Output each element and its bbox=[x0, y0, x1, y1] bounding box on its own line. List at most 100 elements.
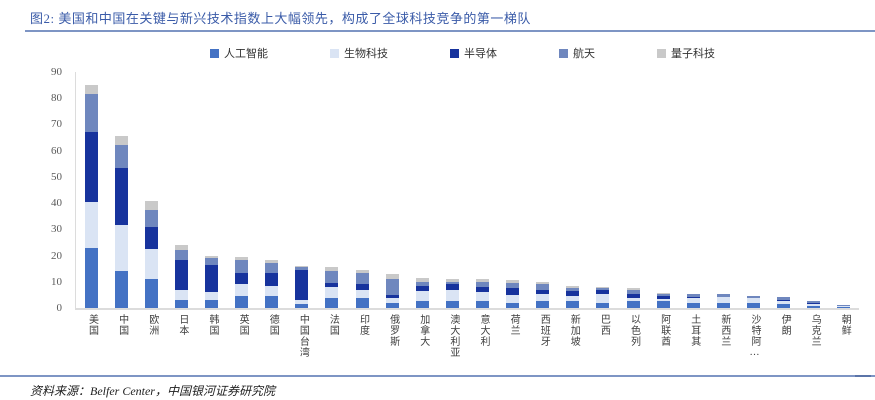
y-tick-label: 60 bbox=[51, 144, 62, 157]
bar-日本 bbox=[174, 245, 188, 308]
x-axis-label: 新西兰 bbox=[718, 314, 730, 347]
bottom-divider-end bbox=[855, 375, 871, 377]
bar-segment bbox=[536, 293, 550, 302]
bar-澳大利亚 bbox=[445, 279, 459, 308]
bar-segment bbox=[235, 296, 249, 308]
bar-segment bbox=[174, 300, 188, 308]
bar-segment bbox=[536, 284, 550, 290]
bar-segment bbox=[536, 289, 550, 294]
bar-segment bbox=[656, 298, 670, 302]
x-axis-label: 荷兰 bbox=[508, 314, 520, 336]
bar-segment bbox=[445, 289, 459, 302]
y-tick-label: 20 bbox=[51, 249, 62, 262]
bar-segment bbox=[596, 289, 610, 294]
bar-segment bbox=[84, 247, 98, 308]
bar-segment bbox=[626, 297, 640, 302]
bar-segment bbox=[536, 281, 550, 285]
bar-segment bbox=[174, 250, 188, 260]
bar-segment bbox=[114, 167, 128, 226]
x-axis-label: 中国 bbox=[116, 314, 128, 336]
bar-segment bbox=[807, 303, 821, 304]
bar-segment bbox=[536, 301, 550, 308]
legend-item-3: 航天 bbox=[559, 45, 595, 61]
bar-segment bbox=[114, 136, 128, 146]
bar-土耳其 bbox=[686, 294, 700, 308]
bar-segment bbox=[445, 281, 459, 285]
bar-segment bbox=[265, 285, 279, 297]
bar-segment bbox=[84, 132, 98, 202]
bar-segment bbox=[295, 266, 309, 268]
bar-segment bbox=[415, 277, 429, 282]
bar-segment bbox=[716, 294, 730, 297]
legend-swatch-icon bbox=[450, 48, 459, 58]
bar-segment bbox=[235, 256, 249, 260]
bar-segment bbox=[114, 271, 128, 308]
y-tick-label: 70 bbox=[51, 118, 62, 131]
bar-印度 bbox=[355, 270, 369, 308]
y-tick-label: 80 bbox=[51, 92, 62, 105]
legend-label: 半导体 bbox=[464, 48, 497, 60]
y-tick-label: 40 bbox=[51, 197, 62, 210]
bar-segment bbox=[656, 293, 670, 295]
x-axis-label: 沙特阿… bbox=[748, 314, 760, 359]
legend-swatch-icon bbox=[210, 48, 219, 58]
bar-乌克兰 bbox=[807, 301, 821, 308]
bar-segment bbox=[807, 301, 821, 304]
bar-segment bbox=[506, 283, 520, 289]
bar-segment bbox=[84, 85, 98, 95]
y-tick-label: 90 bbox=[51, 66, 62, 78]
x-axis-label: 澳大利亚 bbox=[447, 314, 459, 358]
legend-swatch-icon bbox=[657, 48, 666, 58]
bar-segment bbox=[716, 297, 730, 304]
bar-segment bbox=[235, 272, 249, 285]
bar-segment bbox=[566, 288, 580, 291]
bar-segment bbox=[265, 259, 279, 264]
bar-segment bbox=[415, 301, 429, 308]
bar-segment bbox=[325, 297, 339, 308]
bar-segment bbox=[475, 279, 489, 282]
bar-segment bbox=[84, 94, 98, 133]
bar-segment bbox=[686, 297, 700, 303]
bar-阿联酋 bbox=[656, 293, 670, 308]
bar-segment bbox=[837, 306, 851, 308]
title-divider bbox=[25, 30, 875, 32]
bar-segment bbox=[355, 270, 369, 273]
bar-segment bbox=[445, 279, 459, 282]
y-tick-label: 0 bbox=[56, 302, 63, 314]
x-axis-label: 以色列 bbox=[628, 314, 640, 347]
bar-segment bbox=[475, 287, 489, 293]
bar-荷兰 bbox=[506, 279, 520, 308]
bar-巴西 bbox=[596, 286, 610, 308]
bar-segment bbox=[204, 300, 218, 308]
legend-label: 航天 bbox=[573, 48, 595, 60]
bar-加拿大 bbox=[415, 277, 429, 308]
legend-label: 量子科技 bbox=[671, 48, 715, 60]
bar-伊朗 bbox=[777, 297, 791, 308]
bar-segment bbox=[686, 294, 700, 298]
bar-segment bbox=[656, 301, 670, 308]
x-axis-label: 意大利 bbox=[477, 314, 489, 347]
bar-segment bbox=[295, 300, 309, 305]
bar-segment bbox=[415, 290, 429, 302]
y-tick-label: 50 bbox=[51, 170, 62, 183]
bar-segment bbox=[506, 279, 520, 284]
bar-沙特阿… bbox=[746, 295, 760, 308]
bar-以色列 bbox=[626, 288, 640, 308]
x-axis-label: 韩国 bbox=[206, 314, 218, 336]
x-axis-label: 美国 bbox=[86, 314, 98, 336]
bar-segment bbox=[656, 294, 670, 297]
bar-segment bbox=[235, 259, 249, 273]
bar-德国 bbox=[265, 259, 279, 308]
x-axis-label: 中国台湾 bbox=[297, 314, 309, 358]
bar-segment bbox=[415, 281, 429, 286]
bar-segment bbox=[144, 226, 158, 250]
x-axis: 美国 中国 欧洲 日本 韩国 英国 德国 中国台湾 法国 印度 俄罗斯 加拿大 澳大利亚 意大利 荷兰 西班牙… bbox=[75, 314, 858, 359]
bar-英国 bbox=[235, 256, 249, 308]
bar-segment bbox=[475, 281, 489, 288]
bar-segment bbox=[596, 302, 610, 308]
bar-segment bbox=[385, 273, 399, 280]
bar-segment bbox=[686, 297, 700, 298]
x-axis-label: 加拿大 bbox=[417, 314, 429, 347]
bar-segment bbox=[626, 293, 640, 298]
y-tick-label: 10 bbox=[51, 275, 62, 288]
